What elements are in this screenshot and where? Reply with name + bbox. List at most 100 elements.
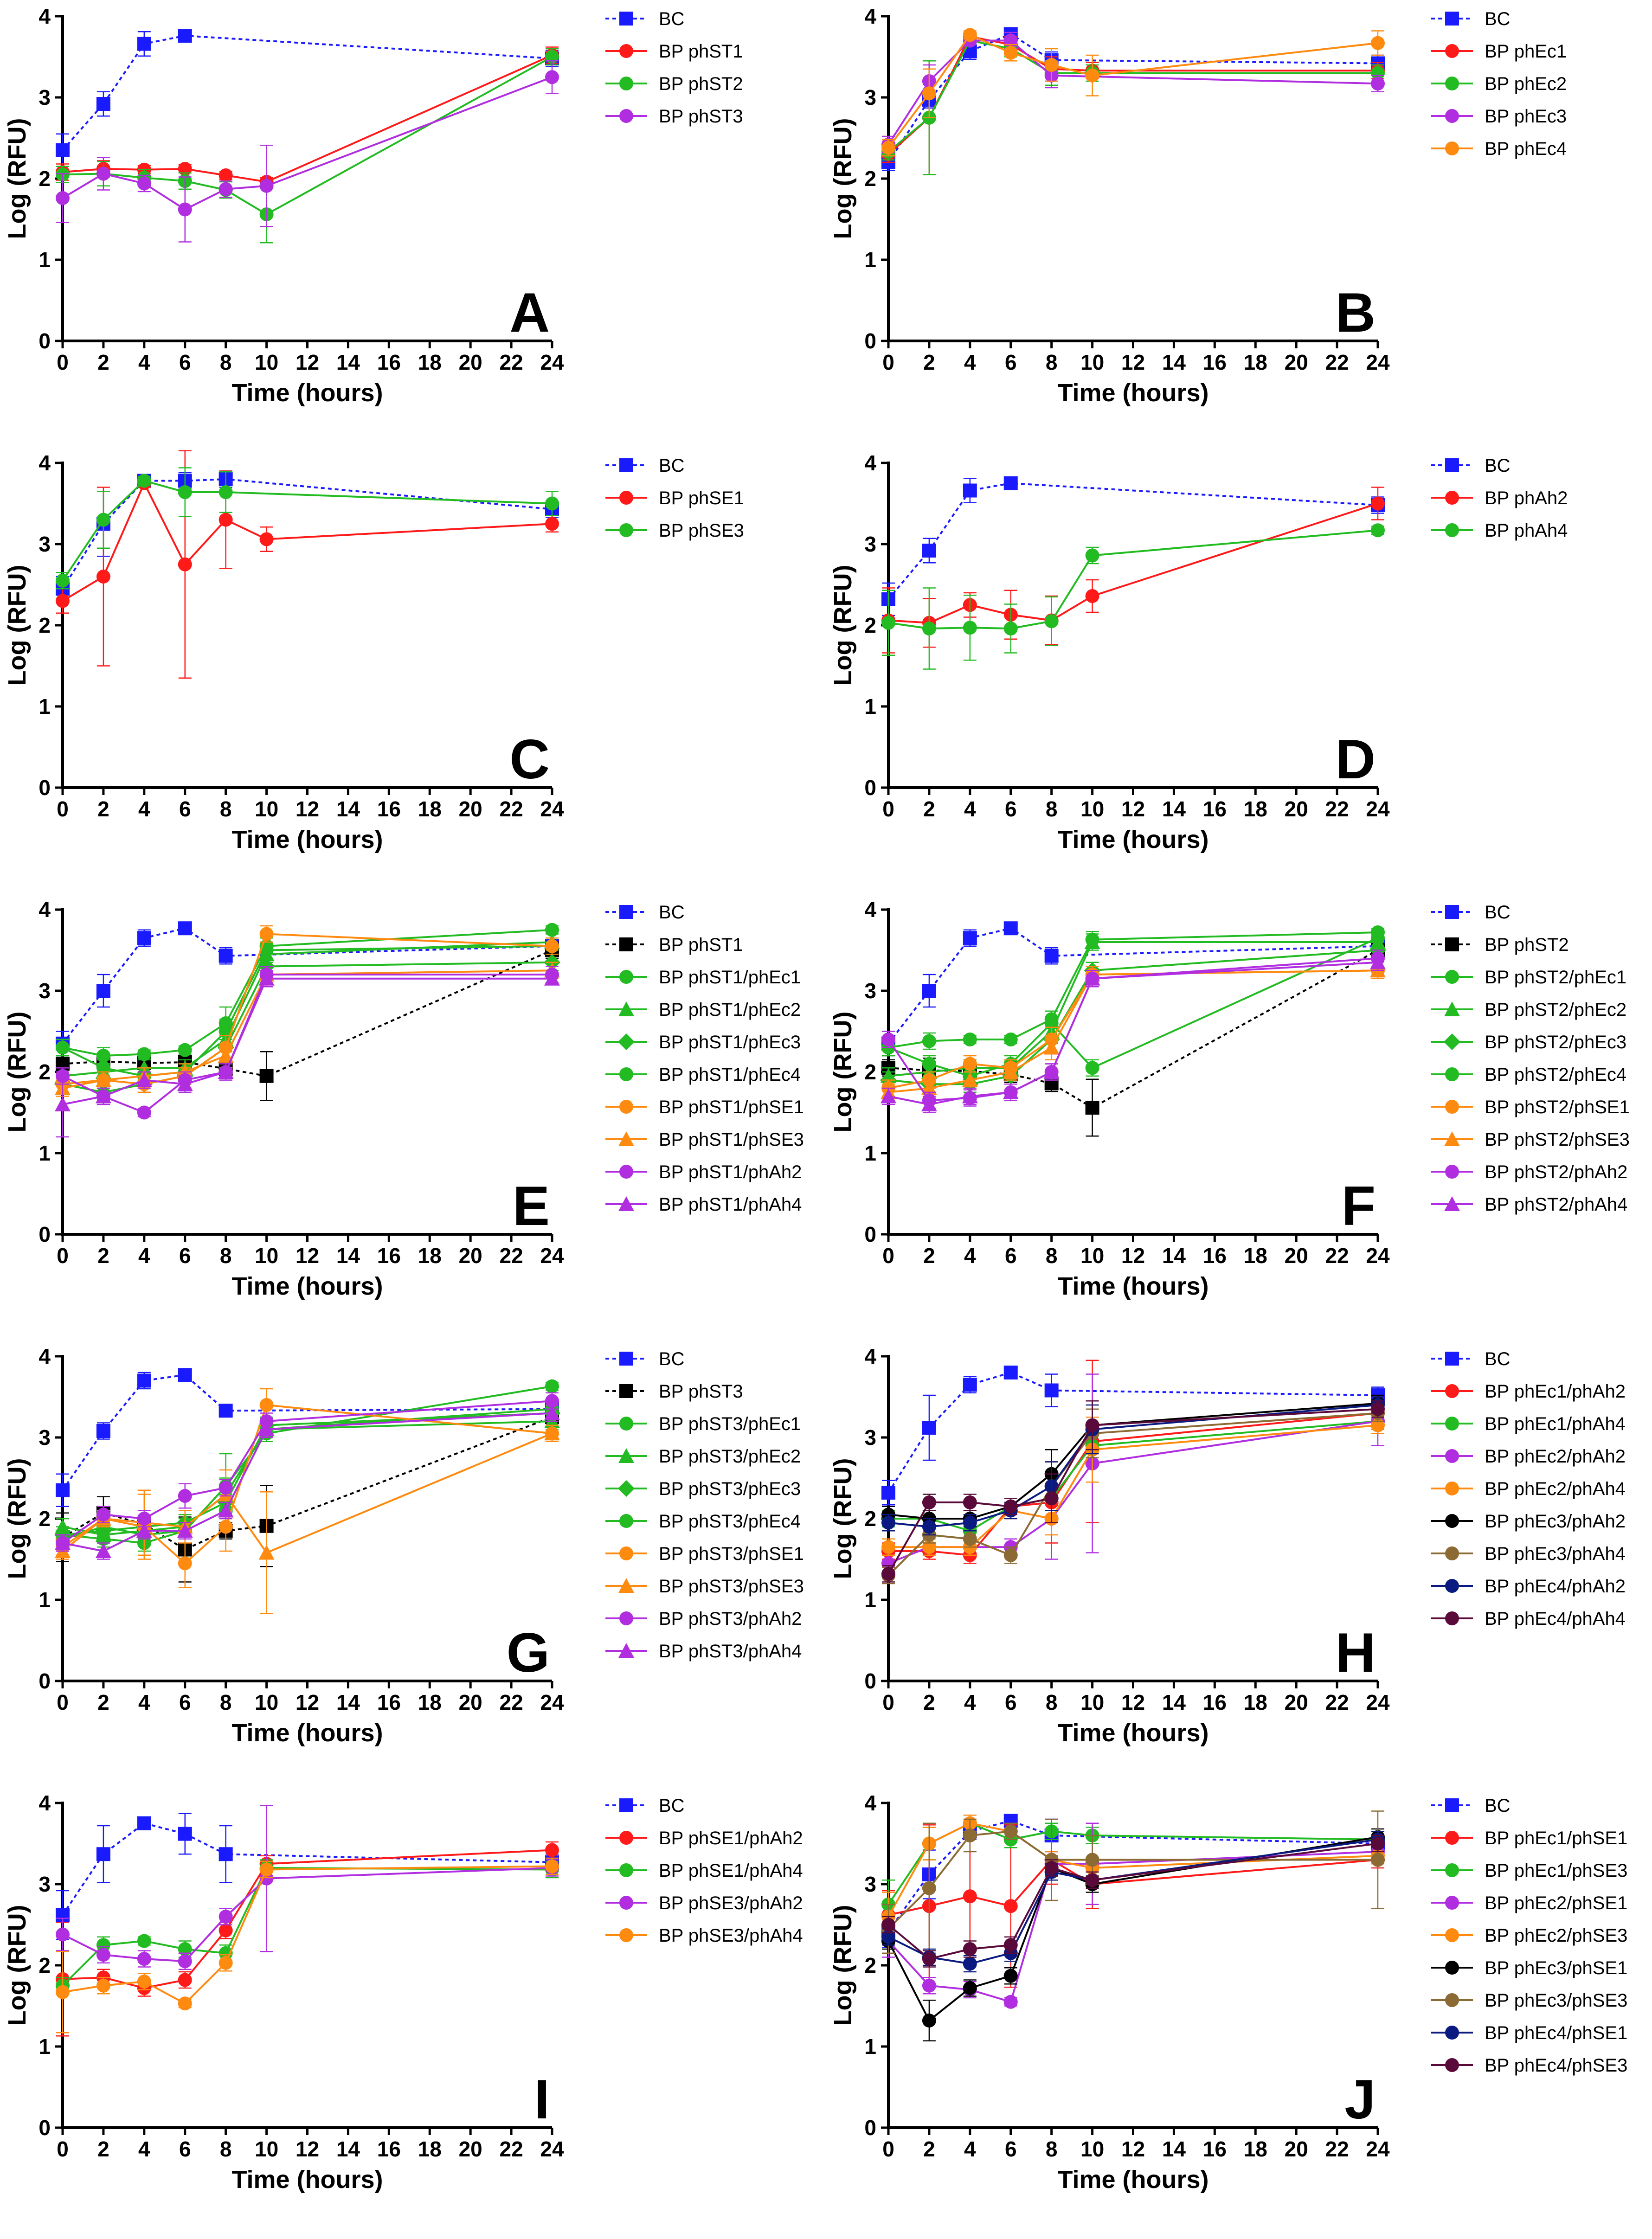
x-tick-label: 4 — [138, 2137, 150, 2161]
x-tick-label: 8 — [220, 2137, 232, 2161]
legend-label: BP phST3/phAh2 — [659, 1609, 802, 1629]
x-tick-label: 0 — [57, 797, 69, 821]
data-point — [1085, 548, 1099, 563]
panel-letter: C — [509, 728, 550, 790]
legend-marker — [1444, 1196, 1460, 1211]
legend-marker — [619, 1611, 633, 1625]
legend-label: BP phST3/phEc2 — [659, 1446, 801, 1467]
series-bp-phst3-phse3 — [55, 1424, 560, 1614]
chart-panel-H: 0 1 2 3 4 0 2 4 6 8 10 12 14 16 18 20 22 24 Time (hours) Lo… — [826, 1340, 1652, 1792]
series-bp-phec4-phse3 — [881, 1835, 1385, 1968]
data-point — [1085, 1061, 1099, 1075]
x-axis-title: Time (hours) — [1057, 1719, 1208, 1747]
series-bc — [56, 29, 559, 167]
panel-letter: I — [534, 2068, 550, 2130]
data-point — [219, 1404, 233, 1418]
legend-marker — [619, 1165, 633, 1179]
data-point — [1371, 523, 1385, 538]
data-point — [1003, 1995, 1018, 2009]
y-tick-label: 2 — [39, 613, 51, 637]
data-point — [96, 1424, 110, 1438]
legend-label: BP phEc2/phSE3 — [1485, 1925, 1627, 1946]
series-bc — [881, 1366, 1385, 1506]
x-tick-label: 4 — [964, 2137, 976, 2161]
data-point — [96, 513, 110, 527]
legend-item: BP phSE3/phAh4 — [605, 1925, 803, 1946]
data-point — [545, 517, 559, 531]
x-tick-label: 4 — [964, 797, 976, 821]
data-point — [178, 1489, 192, 1503]
legend-marker — [619, 1546, 633, 1560]
legend-marker — [1445, 1384, 1459, 1398]
series-line — [888, 941, 1378, 1077]
y-tick-label: 1 — [864, 1141, 876, 1165]
x-tick-label: 22 — [499, 1244, 523, 1268]
data-point — [56, 594, 70, 608]
legend-item: BP phST2/phEc2 — [1431, 1000, 1626, 1020]
x-tick-label: 8 — [1046, 350, 1058, 374]
series-line — [62, 961, 553, 1093]
data-point — [1003, 476, 1018, 490]
data-point — [137, 176, 151, 191]
x-tick-label: 20 — [1285, 797, 1308, 821]
data-point — [258, 970, 275, 986]
data-point — [963, 28, 977, 42]
legend-marker — [1445, 1482, 1459, 1495]
x-tick-label: 20 — [1285, 2137, 1308, 2161]
legend-item: BP phSE1/phAh2 — [605, 1828, 803, 1848]
series-line — [62, 480, 553, 581]
x-tick-label: 18 — [418, 2137, 442, 2161]
data-point — [963, 1033, 977, 1046]
x-tick-label: 18 — [1244, 1690, 1267, 1714]
data-point — [259, 943, 274, 957]
y-tick-label: 0 — [39, 1669, 51, 1693]
legend-label: BP phST2/phSE1 — [1485, 1097, 1630, 1117]
x-tick-label: 10 — [1080, 797, 1104, 821]
data-point — [95, 1543, 111, 1558]
legend-item: BC — [1431, 1796, 1511, 1816]
panel-letter: J — [1344, 2068, 1376, 2130]
x-tick-label: 0 — [57, 1244, 69, 1268]
x-tick-label: 16 — [1203, 2137, 1227, 2161]
x-tick-label: 6 — [1005, 2137, 1017, 2161]
legend-marker — [1445, 1165, 1459, 1179]
x-tick-label: 18 — [418, 797, 442, 821]
chart-panel-A: 0 1 2 3 4 0 2 4 6 8 10 12 14 16 18 20 22 24 Time (hours) Lo… — [0, 0, 826, 452]
legend-label: BP phST1/phEc3 — [659, 1032, 801, 1052]
series-line — [888, 502, 1378, 624]
x-tick-label: 4 — [138, 350, 150, 374]
legend-marker — [1445, 937, 1459, 951]
series-line — [887, 1822, 1378, 1905]
legend-item: BP phEc1/phAh2 — [1431, 1381, 1626, 1402]
legend-label: BP phST1/phAh2 — [659, 1162, 802, 1182]
data-point — [259, 1862, 274, 1877]
x-tick-label: 4 — [964, 350, 976, 374]
data-point — [1085, 589, 1099, 603]
data-point — [178, 1827, 192, 1841]
series-line — [62, 1416, 553, 1551]
series-line — [887, 927, 1378, 1044]
legend-item: BP phST1/phEc2 — [605, 1000, 801, 1020]
x-tick-label: 2 — [97, 2137, 109, 2161]
legend-label: BP phST2/phEc4 — [1485, 1065, 1626, 1085]
series-bp-phah4 — [881, 523, 1385, 670]
data-point — [1003, 622, 1018, 635]
x-tick-label: 8 — [220, 1244, 232, 1268]
data-point — [1003, 45, 1018, 60]
series-line — [62, 969, 553, 1089]
data-point — [963, 1515, 977, 1530]
legend-item: BP phST3/phEc1 — [605, 1414, 801, 1434]
legend-label: BP phAh4 — [1485, 520, 1568, 541]
data-point — [137, 1047, 151, 1061]
data-point — [1085, 1873, 1099, 1887]
legend-item: BP phST1/phSE3 — [605, 1129, 804, 1150]
legend-item: BP phEc1/phSE3 — [1431, 1860, 1627, 1881]
legend: BC BP phAh2 BP phAh4 — [1431, 455, 1568, 541]
data-point — [545, 1859, 559, 1873]
data-point — [178, 1556, 192, 1571]
legend-item: BP phST3/phAh2 — [605, 1609, 802, 1629]
data-point — [178, 1973, 192, 1987]
y-tick-label: 2 — [864, 613, 876, 637]
